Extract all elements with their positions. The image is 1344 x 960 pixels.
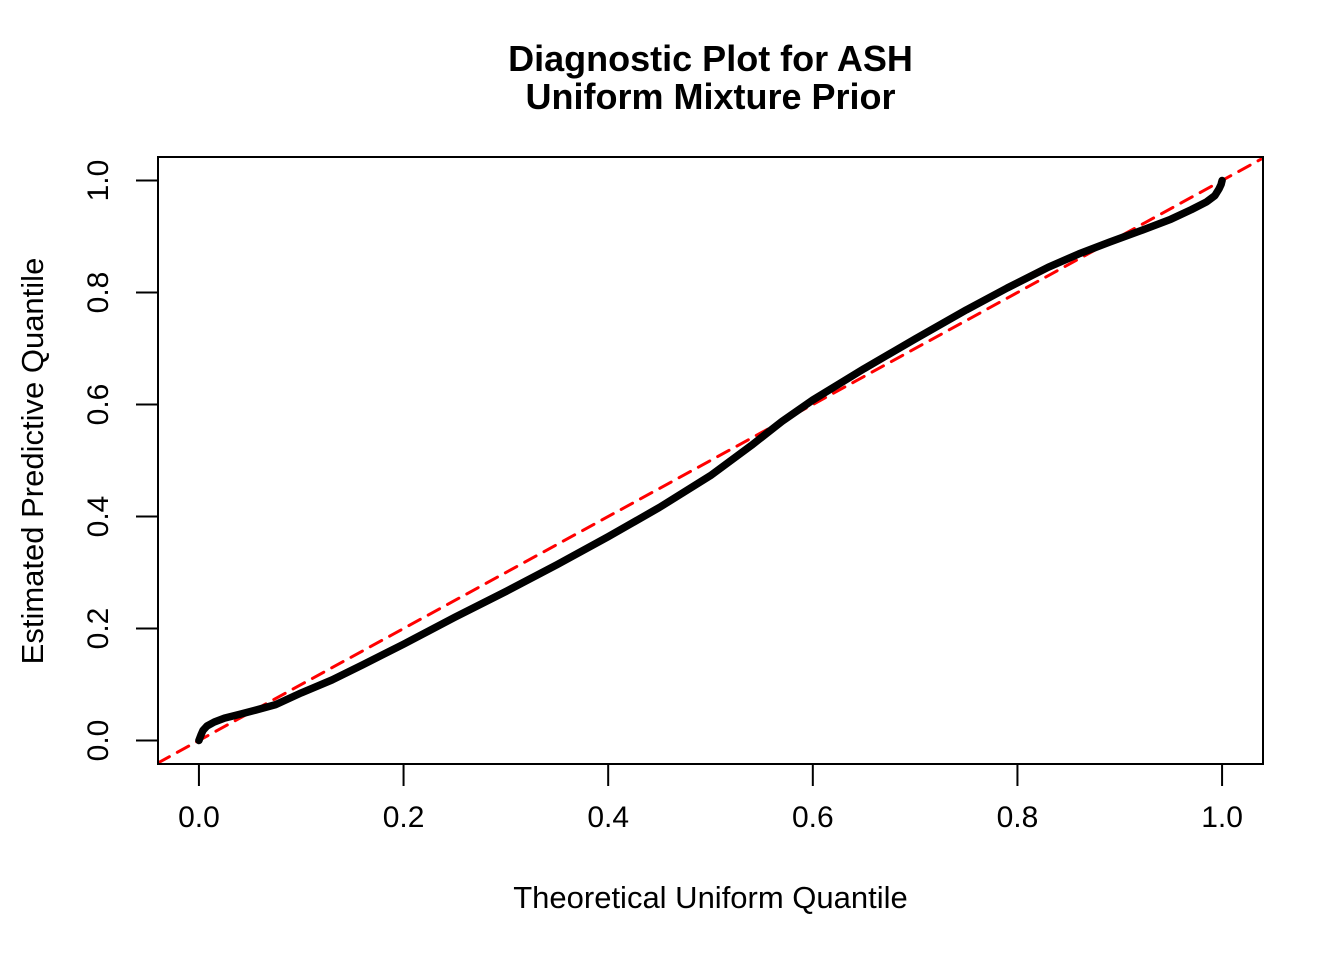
chart-title-line1: Diagnostic Plot for ASH <box>508 38 913 79</box>
chart-title-line2: Uniform Mixture Prior <box>525 76 896 117</box>
x-axis-tick-label: 0.6 <box>792 801 834 834</box>
x-axis-tick-label: 1.0 <box>1201 801 1243 834</box>
diagonal-reference-line <box>157 156 1264 765</box>
plot-box <box>157 156 1264 765</box>
x-axis-tick-label: 0.4 <box>587 801 629 834</box>
y-axis-tick-label: 1.0 <box>82 160 115 202</box>
estimated-predictive-quantile-curve <box>195 176 1226 745</box>
y-axis-tick-label: 0.4 <box>82 496 115 538</box>
x-axis-tick-label: 0.0 <box>178 801 220 834</box>
x-axis-label: Theoretical Uniform Quantile <box>513 880 908 915</box>
y-axis-tick-label: 0.6 <box>82 384 115 426</box>
chart-title: Diagnostic Plot for ASH Uniform Mixture … <box>158 40 1263 116</box>
y-axis-label: Estimated Predictive Quantile <box>15 257 50 665</box>
y-axis-tick-label: 0.8 <box>82 272 115 314</box>
x-axis-tick-label: 0.2 <box>383 801 425 834</box>
y-axis-tick-label: 0.0 <box>82 720 115 762</box>
x-axis-tick-label: 0.8 <box>997 801 1039 834</box>
y-axis-tick-label: 0.2 <box>82 608 115 650</box>
